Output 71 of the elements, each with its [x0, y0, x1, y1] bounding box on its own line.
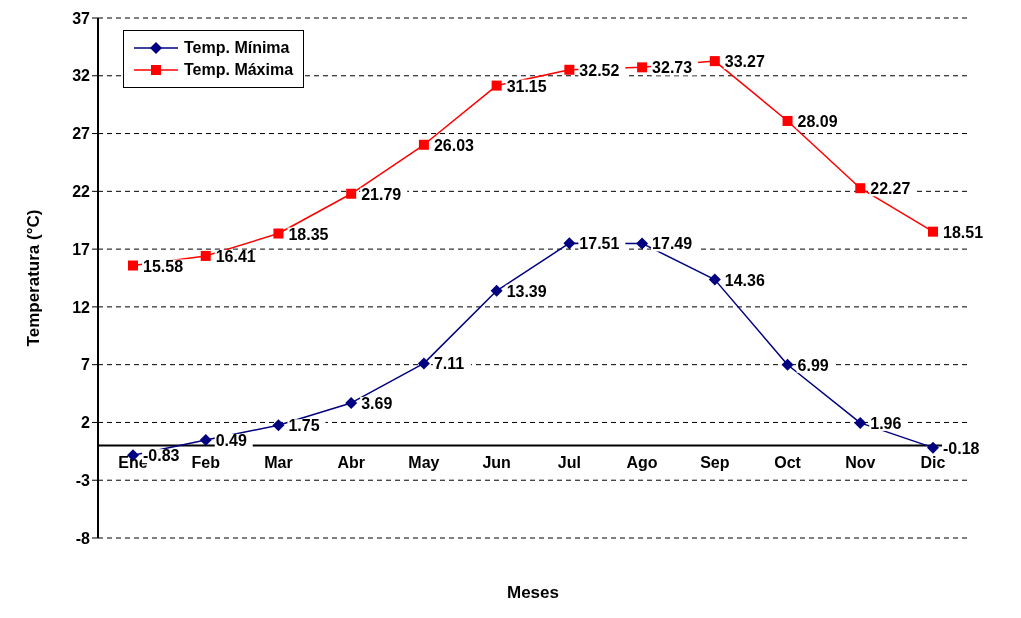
data-label: 33.27: [724, 53, 765, 71]
x-tick-label: Jul: [557, 453, 581, 471]
point: [782, 115, 793, 126]
point: [200, 250, 211, 261]
x-tick-label: Ago: [626, 453, 658, 471]
point: [128, 260, 138, 271]
y-tick-label: -3: [75, 471, 91, 489]
point: [491, 80, 502, 91]
data-label: 13.39: [506, 282, 547, 300]
point: [854, 416, 867, 429]
y-tick-label: -8: [75, 529, 91, 547]
data-label: 0.49: [215, 431, 247, 449]
data-label: 15.58: [143, 257, 184, 275]
data-label: 21.79: [361, 185, 402, 203]
data-label: 32.73: [652, 59, 693, 77]
point: [709, 56, 720, 67]
data-label: 1.75: [288, 417, 320, 435]
x-tick-label: Abr: [337, 453, 365, 471]
x-tick-label: Nov: [845, 453, 876, 471]
point: [708, 273, 721, 286]
x-tick-label: May: [408, 453, 440, 471]
legend-label: Temp. Máxima: [184, 61, 294, 79]
data-label: 18.51: [943, 223, 984, 241]
point: [563, 237, 576, 250]
y-tick-label: 37: [72, 9, 91, 27]
y-tick-label: 27: [72, 125, 91, 143]
point: [928, 226, 938, 237]
data-label: 17.51: [579, 235, 620, 253]
point: [564, 64, 575, 75]
data-label: 1.96: [870, 414, 902, 432]
x-tick-label: Oct: [774, 453, 802, 471]
data-label: 28.09: [797, 112, 838, 130]
data-label: 3.69: [361, 394, 393, 412]
point: [417, 357, 430, 370]
point: [855, 183, 866, 194]
data-label: 16.41: [215, 247, 256, 265]
data-label: -0.18: [943, 439, 980, 457]
x-tick-label: Dic: [920, 453, 946, 471]
x-tick-label: Jun: [482, 453, 511, 471]
point: [345, 396, 358, 409]
x-tick-label: Mar: [264, 453, 293, 471]
y-tick-label: 7: [81, 356, 91, 374]
data-label: 22.27: [870, 180, 911, 198]
x-tick-label: Feb: [191, 453, 221, 471]
legend-label: Temp. Mínima: [184, 39, 290, 57]
point: [199, 433, 212, 446]
y-tick-label: 2: [81, 414, 91, 432]
x-tick-label: Sep: [700, 453, 730, 471]
y-tick-label: 12: [72, 298, 91, 316]
data-label: 6.99: [797, 356, 829, 374]
y-axis-title: Temperatura (°C): [24, 209, 44, 347]
point: [490, 284, 503, 297]
point: [272, 419, 285, 432]
data-label: 7.11: [433, 355, 465, 373]
data-label: 26.03: [433, 136, 475, 154]
data-label: 32.52: [579, 61, 620, 79]
point: [637, 62, 648, 73]
data-label: 18.35: [288, 225, 329, 243]
data-label: 14.36: [724, 271, 765, 289]
point: [273, 228, 284, 239]
data-label: 31.15: [506, 77, 547, 95]
y-tick-label: 17: [72, 240, 91, 258]
y-tick-label: 32: [72, 67, 91, 85]
y-tick-label: 22: [72, 183, 91, 201]
point: [636, 237, 649, 250]
x-axis-title: Meses: [507, 583, 559, 602]
point: [418, 139, 429, 150]
point: [346, 188, 357, 199]
data-label: 17.49: [652, 235, 693, 253]
point: [781, 358, 794, 371]
point: [927, 441, 939, 454]
